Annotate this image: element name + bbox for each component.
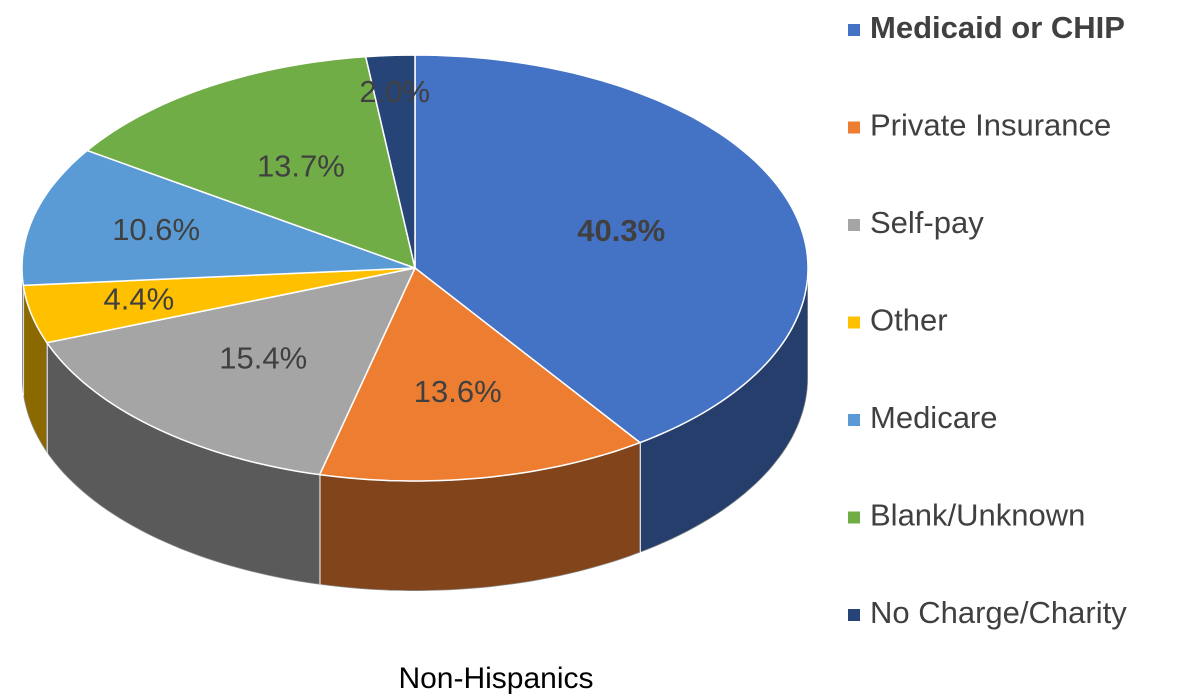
slice	[364, 54, 416, 269]
slice	[21, 149, 416, 287]
legend-label: Private Insurance	[870, 108, 1111, 143]
slice	[45, 266, 417, 476]
legend-swatch	[848, 414, 860, 426]
slice-side-shade	[640, 268, 808, 553]
data-label: 4.4%	[104, 282, 175, 317]
slice	[85, 55, 417, 270]
legend-swatch	[848, 121, 860, 134]
slice-side-shade	[46, 342, 320, 585]
data-label: 2.0%	[359, 74, 430, 109]
data-label: 40.3%	[577, 213, 665, 248]
legend-label: Other	[870, 303, 948, 338]
data-label: 15.4%	[219, 340, 307, 375]
legend-label: No Charge/Charity	[870, 595, 1127, 630]
legend-swatch	[848, 609, 860, 621]
legend-swatch	[848, 316, 860, 329]
legend-label: Medicare	[870, 400, 998, 435]
legend-label: Self-pay	[870, 205, 984, 240]
legend-swatch	[848, 24, 860, 36]
slice-side-shade	[319, 442, 640, 591]
legend-label: Medicaid or CHIP	[870, 10, 1125, 45]
slice-side-shade	[23, 285, 47, 453]
slice	[414, 54, 809, 444]
data-label: 13.6%	[414, 374, 502, 409]
legend-label: Blank/Unknown	[870, 498, 1085, 533]
legend-swatch	[848, 511, 860, 524]
slice-side-shade	[22, 268, 24, 396]
slice	[22, 267, 416, 344]
data-label: 10.6%	[112, 212, 200, 247]
data-label: 13.7%	[257, 149, 345, 184]
legend-swatch	[848, 219, 860, 231]
chart-title: Non-Hispanics	[398, 662, 593, 695]
slice	[318, 266, 642, 482]
